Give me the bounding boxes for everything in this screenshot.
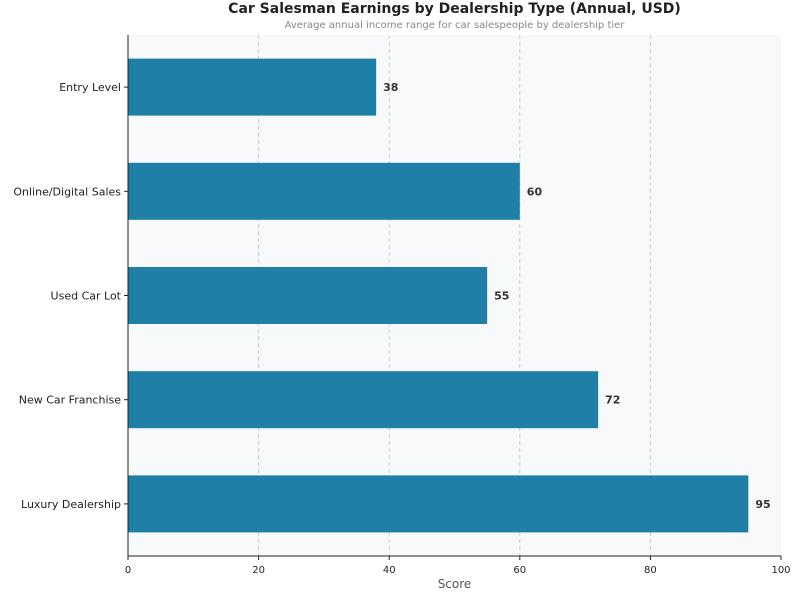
- x-tick-label: 0: [125, 565, 131, 576]
- bar: [128, 371, 599, 429]
- data-label: 60: [527, 185, 543, 198]
- bar: [128, 58, 377, 116]
- y-tick-label: New Car Franchise: [19, 394, 121, 407]
- y-tick-label: Entry Level: [59, 81, 121, 94]
- x-tick-label: 40: [383, 565, 396, 576]
- y-tick-label: Used Car Lot: [51, 290, 122, 303]
- data-label: 95: [755, 498, 770, 511]
- x-tick-label: 20: [252, 565, 265, 576]
- y-tick-label: Online/Digital Sales: [13, 185, 121, 198]
- bar: [128, 162, 520, 220]
- x-tick-label: 60: [513, 565, 526, 576]
- x-tick-label: 80: [644, 565, 657, 576]
- data-label: 55: [494, 290, 509, 303]
- x-axis-label: Score: [438, 577, 472, 591]
- y-tick-label: Luxury Dealership: [21, 498, 121, 511]
- bar: [128, 475, 749, 533]
- data-label: 72: [605, 394, 620, 407]
- chart-subtitle: Average annual income range for car sale…: [284, 20, 625, 31]
- chart-title: Car Salesman Earnings by Dealership Type…: [228, 1, 681, 17]
- data-label: 38: [383, 81, 398, 94]
- bar: [128, 267, 488, 324]
- x-tick-label: 100: [771, 565, 790, 576]
